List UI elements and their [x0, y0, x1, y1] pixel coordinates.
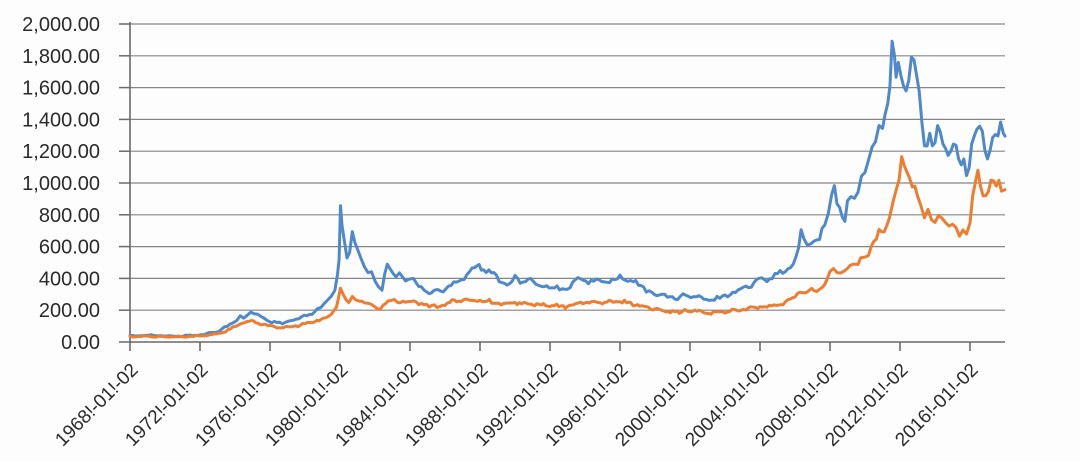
y-axis-tick-label: 2,000.00 [22, 14, 100, 36]
y-axis-tick-label: 1,000.00 [22, 173, 100, 195]
orange-series-line [128, 155, 1007, 339]
y-axis-tick-label: 1,200.00 [22, 141, 100, 163]
y-axis-tick-label: 600.00 [39, 237, 100, 259]
y-axis-tick-label: 200.00 [39, 300, 100, 322]
blue-series-line [128, 39, 1007, 339]
y-axis-tick-label: 1,400.00 [22, 109, 100, 131]
y-axis-tick-label: 0.00 [61, 332, 100, 354]
y-axis-tick-label: 400.00 [39, 268, 100, 290]
y-axis-tick-label: 1,600.00 [22, 78, 100, 100]
y-axis-tick-label: 1,800.00 [22, 46, 100, 68]
y-axis-tick-label: 800.00 [39, 205, 100, 227]
